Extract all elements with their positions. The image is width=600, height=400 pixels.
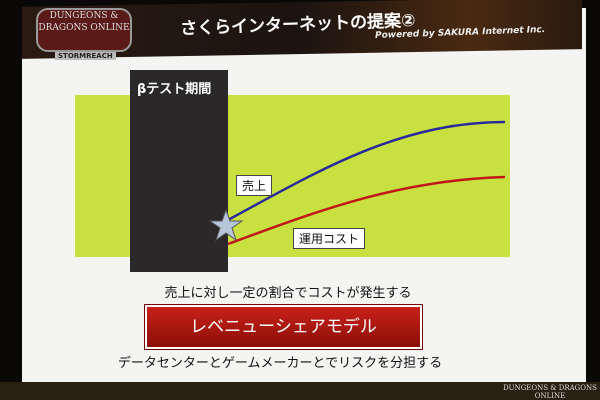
caption: 売上に対し一定の割合でコストが発生する <box>164 286 412 301</box>
logo-subtitle: STORMREACH <box>55 52 116 60</box>
beta-period-label: βテスト期間 <box>137 82 212 97</box>
star-icon <box>208 208 244 242</box>
cost-curve <box>227 175 506 246</box>
revenue-share-model-banner: レベニューシェアモデル <box>144 304 423 350</box>
revenue-label: 売上 <box>236 175 273 196</box>
revenue-curve <box>227 120 506 222</box>
beta-period-column <box>130 70 228 272</box>
cost-label: 運用コスト <box>293 228 366 249</box>
game-logo: DUNGEONS & DRAGONS ONLINE <box>36 8 132 52</box>
bottom-logo: DUNGEONS & DRAGONS ONLINE <box>503 384 597 400</box>
footer-text: データセンターとゲームメーカーとでリスクを分担する <box>117 356 443 371</box>
bottom-strip <box>0 382 600 400</box>
